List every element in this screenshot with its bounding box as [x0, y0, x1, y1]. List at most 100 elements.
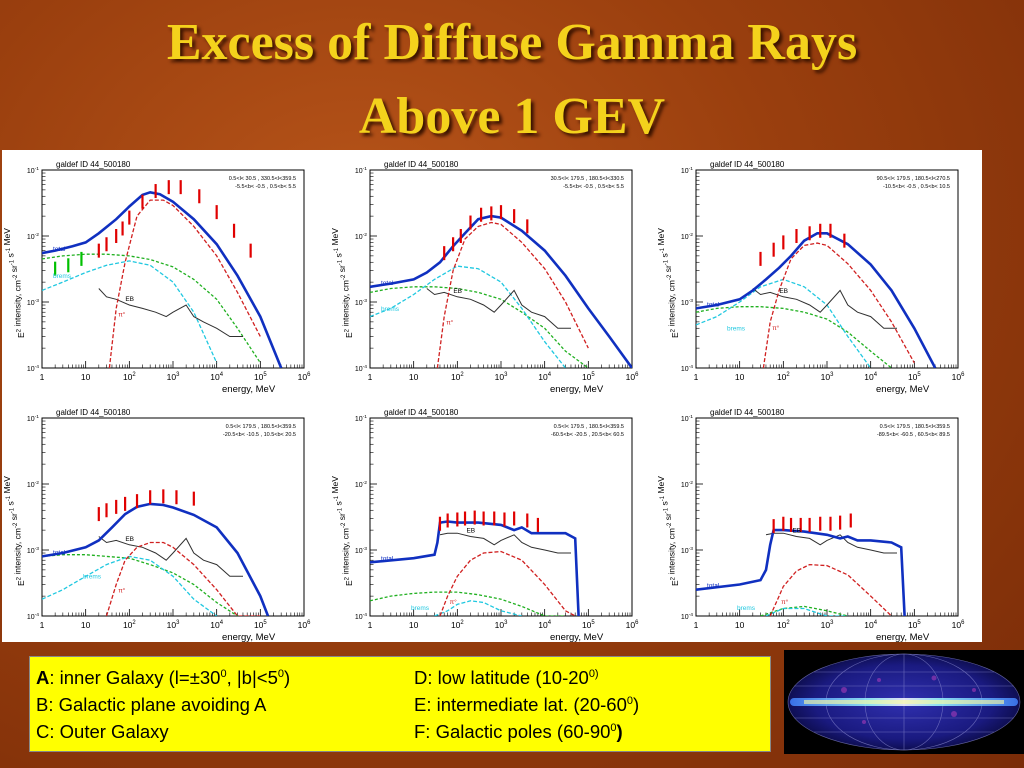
x-tick-label: 103	[821, 372, 834, 382]
series-brems	[370, 286, 589, 368]
label-brems: brems	[381, 306, 400, 313]
label-pion: π°	[118, 310, 125, 318]
legend-a-sup1: 0	[220, 667, 227, 680]
label-eb: EB	[453, 288, 462, 295]
spectrum-plot-d: 1 10 102 103 104 105 106 10-4 10-3 10-2 10-1 energy…	[2, 398, 328, 644]
x-tick-label: 104	[210, 620, 223, 630]
x-tick-label: 1	[694, 620, 699, 630]
region-label: -5.5<b< -0.5 , 0.5<b< 5.5	[563, 184, 624, 190]
chart-svg: 1 10 102 103 104 105 106 10-4 10-3 10-2 10-1 energy…	[330, 160, 639, 395]
y-tick-label: 10-2	[681, 232, 693, 241]
series-pion	[105, 541, 261, 616]
region-label: -20.5<b< -10.5 , 10.5<b< 20.5	[223, 432, 296, 438]
label-pion: π°	[781, 598, 788, 606]
y-tick-label: 10-2	[355, 480, 367, 489]
chart-svg: 1 10 102 103 104 105 106 10-4 10-3 10-2 10-1 energy…	[656, 160, 965, 395]
series-ic	[42, 260, 218, 364]
x-axis-label: energy, MeV	[876, 384, 930, 395]
x-tick-label: 104	[538, 372, 551, 382]
legend-f-text: F: Galactic poles (60-90	[414, 721, 611, 742]
label-eb: EB	[125, 296, 134, 303]
legend-item-b: B: Galactic plane avoiding A	[36, 694, 267, 715]
y-tick-label: 10-1	[681, 414, 693, 423]
x-tick-label: 105	[908, 620, 921, 630]
x-tick-label: 102	[123, 372, 136, 382]
x-tick-label: 103	[495, 372, 508, 382]
y-tick-label: 10-3	[27, 298, 39, 307]
x-tick-label: 106	[298, 372, 311, 382]
chart-svg: 1 10 102 103 104 105 106 10-4 10-3 10-2 10-1 energy…	[2, 160, 311, 395]
y-tick-label: 10-1	[355, 166, 367, 175]
plot-frame	[695, 417, 959, 617]
x-tick-label: 10	[81, 620, 91, 630]
legend-a-letter: A	[36, 667, 50, 688]
x-tick-label: 104	[864, 620, 877, 630]
plot-area	[42, 180, 283, 368]
region-label: 0.5<l< 179.5 , 180.5<l<359.5	[226, 424, 296, 430]
x-tick-label: 102	[451, 372, 464, 382]
series-ic	[434, 600, 522, 616]
x-tick-label: 106	[626, 620, 639, 630]
y-tick-label: 10-2	[355, 232, 367, 241]
x-tick-label: 105	[254, 620, 267, 630]
y-tick-label: 10-3	[27, 546, 39, 555]
x-tick-label: 105	[582, 372, 595, 382]
y-tick-label: 10-1	[355, 414, 367, 423]
label-pion: π°	[450, 598, 457, 606]
label-brems: brems	[737, 605, 756, 612]
series-pion	[436, 221, 589, 368]
x-axis-label: energy, MeV	[222, 384, 276, 395]
y-tick-label: 10-3	[355, 546, 367, 555]
y-tick-label: 10-3	[355, 298, 367, 307]
region-label: 0.5<l< 30.5 , 330.5<l<359.5	[229, 176, 296, 182]
legend-d-text: D: low latitude (10-20	[414, 667, 589, 688]
x-tick-label: 106	[952, 372, 965, 382]
x-tick-label: 10	[409, 372, 419, 382]
series-eb	[439, 532, 571, 554]
slide-title-line1: Excess of Diffuse Gamma Rays	[166, 14, 858, 71]
plot-frame	[369, 169, 633, 369]
region-label: -5.5<b< -0.5 , 0.5<b< 5.5	[235, 184, 296, 190]
region-label: -60.5<b< -20.5 , 20.5<b< 60.5	[551, 432, 624, 438]
x-tick-label: 1	[40, 372, 45, 382]
y-axis-label: E2 intensity, cm-2 sr-1 s-1 MeV	[656, 476, 680, 586]
label-total: total	[707, 583, 720, 590]
label-brems: brems	[727, 326, 746, 333]
region-label: 0.5<l< 179.5 , 180.5<l<359.5	[880, 424, 950, 430]
x-axis-label: energy, MeV	[550, 632, 604, 643]
series-eb	[98, 536, 243, 577]
legend-e-text: E: intermediate lat. (20-60	[414, 694, 627, 715]
slide-title-line2: Above 1 GEV	[358, 88, 666, 145]
label-total: total	[53, 246, 66, 253]
panel-title: galdef ID 44_500180	[384, 160, 459, 169]
label-eb: EB	[779, 288, 788, 295]
legend-item-d: D: low latitude (10-200)	[414, 667, 599, 689]
legend-item-f: F: Galactic poles (60-900)	[414, 721, 623, 743]
label-total: total	[381, 555, 394, 562]
series-total	[42, 190, 283, 368]
region-legend: A: inner Galaxy (l=±300, |b|<50) B: Gala…	[29, 656, 771, 752]
legend-a-end: )	[284, 667, 291, 688]
label-pion: π°	[772, 324, 779, 332]
label-pion: π°	[446, 319, 453, 327]
panel-title: galdef ID 44_500180	[56, 160, 131, 169]
y-tick-label: 10-4	[355, 364, 367, 373]
y-tick-label: 10-4	[27, 364, 39, 373]
y-tick-label: 10-3	[681, 546, 693, 555]
series-ic	[370, 265, 567, 368]
legend-f-end: )	[616, 721, 623, 742]
panel-title: galdef ID 44_500180	[56, 408, 131, 417]
gamma-ray-sky-map	[784, 650, 1024, 754]
label-total: total	[707, 301, 720, 308]
x-tick-label: 105	[582, 620, 595, 630]
series-eb	[752, 288, 897, 329]
series-eb	[426, 288, 571, 329]
x-tick-label: 1	[368, 372, 373, 382]
y-axis-label: E2 intensity, cm-2 sr-1 s-1 MeV	[2, 228, 26, 338]
label-eb: EB	[792, 528, 801, 535]
region-label: 30.5<l< 179.5 , 180.5<l<330.5	[551, 176, 624, 182]
y-tick-label: 10-4	[355, 612, 367, 621]
series-brems	[696, 306, 892, 368]
label-pion: π°	[118, 587, 125, 595]
label-brems: brems	[53, 273, 72, 280]
